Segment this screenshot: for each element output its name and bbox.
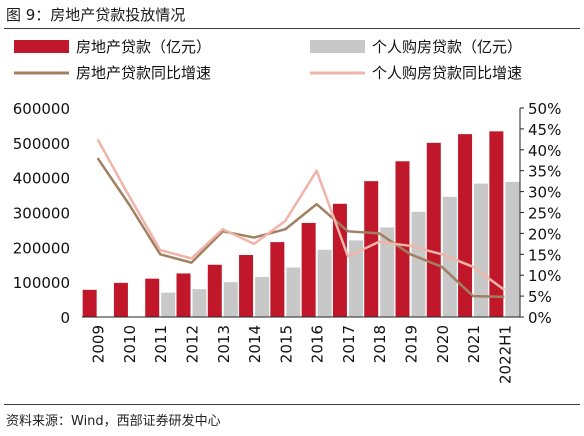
bar-1-2015 <box>286 267 301 317</box>
legend-label-2: 房地产贷款同比增速 <box>76 64 211 82</box>
line-0 <box>96 157 505 299</box>
bar-0-2015 <box>270 242 285 317</box>
bar-0-2009 <box>82 289 97 317</box>
left-axis: 0 100000 200000 300000 400000 500000 600000 <box>13 100 70 327</box>
bar-0-2021 <box>458 134 473 317</box>
x-tick-2022H1: 2022H1 <box>496 325 514 384</box>
top-rule <box>4 28 580 29</box>
x-tick-2017: 2017 <box>340 325 358 363</box>
left-tick-5: 500000 <box>13 135 70 153</box>
bar-1-2019 <box>411 211 426 317</box>
source-note: 资料来源：Wind，西部证券研发中心 <box>6 414 221 429</box>
x-tick-2016: 2016 <box>309 325 327 363</box>
bar-0-2016 <box>301 222 316 317</box>
legend-label-3: 个人购房贷款同比增速 <box>372 64 522 82</box>
bar-1-2017 <box>348 240 363 317</box>
bar-1-2013 <box>223 282 238 317</box>
legend-label-1: 个人购房贷款（亿元） <box>372 38 522 56</box>
left-tick-2: 200000 <box>13 239 70 257</box>
bar-0-2019 <box>395 161 410 317</box>
right-tick-10: 50% <box>528 100 561 118</box>
bar-0-2013 <box>207 264 222 317</box>
x-tick-2018: 2018 <box>371 325 389 363</box>
right-tick-7: 35% <box>528 163 561 181</box>
right-tick-3: 15% <box>528 246 561 264</box>
legend-swatch-0 <box>14 40 69 53</box>
right-tick-8: 40% <box>528 142 561 160</box>
bar-series <box>82 131 520 318</box>
bar-0-2010 <box>113 282 128 317</box>
right-tick-4: 20% <box>528 225 561 243</box>
x-tick-2013: 2013 <box>215 325 233 363</box>
bottom-rule <box>4 404 580 405</box>
x-axis: 2009 2010 2011 2012 2013 2014 2015 2016 2017 2018… <box>90 325 515 384</box>
x-tick-2020: 2020 <box>434 325 452 363</box>
x-tick-2021: 2021 <box>465 325 483 363</box>
bar-0-2012 <box>176 273 191 317</box>
bar-1-2021 <box>474 183 489 317</box>
x-tick-2014: 2014 <box>246 325 264 363</box>
bar-0-2011 <box>145 278 160 317</box>
right-tick-0: 0% <box>528 309 552 327</box>
right-axis: 0% 5% 10% 15% 20% 25% 30% 35% 40% 45% 50% <box>519 100 561 327</box>
right-tick-2: 10% <box>528 267 561 285</box>
legend-swatch-1 <box>310 40 365 53</box>
figure-title: 图 9：房地产贷款投放情况 <box>6 6 186 24</box>
right-tick-6: 30% <box>528 184 561 202</box>
bar-1-2018 <box>380 227 395 317</box>
right-tick-1: 5% <box>528 288 552 306</box>
line-1 <box>96 138 506 291</box>
legend-label-0: 房地产贷款（亿元） <box>76 38 211 56</box>
chart: 房地产贷款（亿元） 个人购房贷款（亿元） 房地产贷款同比增速 个人购房贷款同比增速 0… <box>13 38 562 384</box>
bar-0-2020 <box>426 142 441 317</box>
left-tick-3: 300000 <box>13 205 70 223</box>
bar-1-2011 <box>161 292 176 317</box>
bar-0-2014 <box>239 254 254 317</box>
bar-1-2012 <box>192 289 207 317</box>
right-tick-5: 25% <box>528 205 561 223</box>
bar-0-2022H1 <box>489 131 504 317</box>
legend: 房地产贷款（亿元） 个人购房贷款（亿元） 房地产贷款同比增速 个人购房贷款同比增速 <box>14 38 522 82</box>
bar-0-2017 <box>332 203 347 317</box>
x-tick-2019: 2019 <box>403 325 421 363</box>
left-tick-1: 100000 <box>13 274 70 292</box>
bar-1-2022H1 <box>505 181 520 317</box>
left-tick-4: 400000 <box>13 170 70 188</box>
bar-1-2016 <box>317 249 332 317</box>
line-series <box>96 138 506 299</box>
bar-1-2014 <box>255 276 270 317</box>
bar-0-2018 <box>364 181 379 317</box>
x-tick-2010: 2010 <box>121 325 139 363</box>
x-tick-2009: 2009 <box>90 325 108 363</box>
x-tick-2012: 2012 <box>184 325 202 363</box>
right-tick-9: 45% <box>528 121 561 139</box>
left-tick-0: 0 <box>60 309 70 327</box>
x-tick-2015: 2015 <box>277 325 295 363</box>
x-tick-2011: 2011 <box>152 325 170 363</box>
left-tick-6: 600000 <box>13 100 70 118</box>
